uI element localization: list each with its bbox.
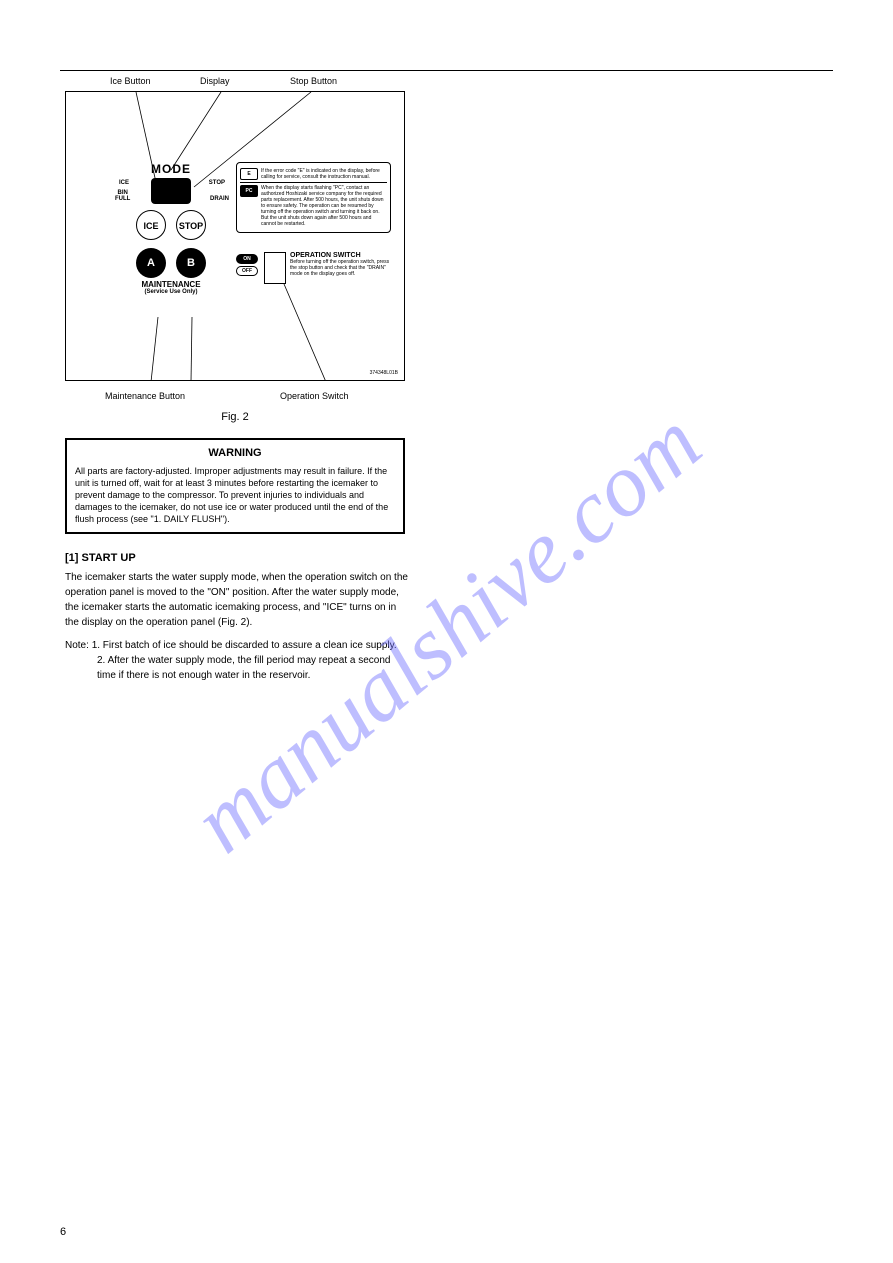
info-row-pc: PC When the display starts flashing "PC"… [240,182,387,229]
off-pill: OFF [236,266,258,276]
info-row-e: E If the error code "E" is indicated on … [240,166,387,182]
note-2: 2. After the water supply mode, the fill… [97,653,410,683]
warning-body: All parts are factory-adjusted. Improper… [75,465,395,526]
info-panel: E If the error code "E" is indicated on … [236,162,391,233]
op-switch-text: Before turning off the operation switch,… [290,259,391,277]
on-pill: ON [236,254,258,264]
label-binfull: BINFULL [115,191,130,202]
control-panel-figure: MODE ICE STOP BINFULL DRAIN ICE STOP A B… [65,91,405,381]
op-switch-title: OPERATION SWITCH [290,252,391,259]
maintenance-a-button[interactable]: A [136,248,166,278]
maintenance-label: MAINTENANCE [111,280,231,289]
operation-switch-block: ON OFF OPERATION SWITCH Before turning o… [236,252,391,284]
ice-button[interactable]: ICE [136,210,166,240]
callout-operation-switch: Operation Switch [280,391,349,401]
note-block: Note: 1. First batch of ice should be di… [65,638,410,683]
startup-heading: [1] START UP [65,552,833,564]
label-stop: STOP [209,180,225,186]
callout-stop-button: Stop Button [290,76,337,86]
stop-button[interactable]: STOP [176,210,206,240]
part-number: 374348L01B [370,370,398,376]
maintenance-b-button[interactable]: B [176,248,206,278]
startup-body: The icemaker starts the water supply mod… [65,570,410,630]
callout-ice-button: Ice Button [110,76,151,86]
page-number: 6 [60,1226,66,1238]
callout-maintenance: Maintenance Button [105,391,185,401]
mode-block: MODE ICE STOP BINFULL DRAIN ICE STOP A B… [111,162,231,295]
info-e-text: If the error code "E" is indicated on th… [261,168,387,180]
header-rule [60,70,833,71]
warning-title: WARNING [75,446,395,461]
warning-box: WARNING All parts are factory-adjusted. … [65,438,405,534]
note-1: 1. First batch of ice should be discarde… [92,640,397,651]
pc-icon: PC [240,185,258,197]
label-drain: DRAIN [210,196,229,202]
e-icon: E [240,168,258,180]
mode-title: MODE [111,162,231,176]
maintenance-sublabel: (Service Use Only) [111,289,231,295]
label-ice: ICE [119,180,129,186]
page: manualshive.com Ice Button Display Stop … [0,0,893,1263]
note-label: Note: [65,640,89,651]
display-icon [151,178,191,204]
callout-display: Display [200,76,230,86]
operation-switch[interactable] [264,252,286,284]
info-pc-text: When the display starts flashing "PC", c… [261,185,387,227]
figure-caption: Fig. 2 [65,411,405,423]
